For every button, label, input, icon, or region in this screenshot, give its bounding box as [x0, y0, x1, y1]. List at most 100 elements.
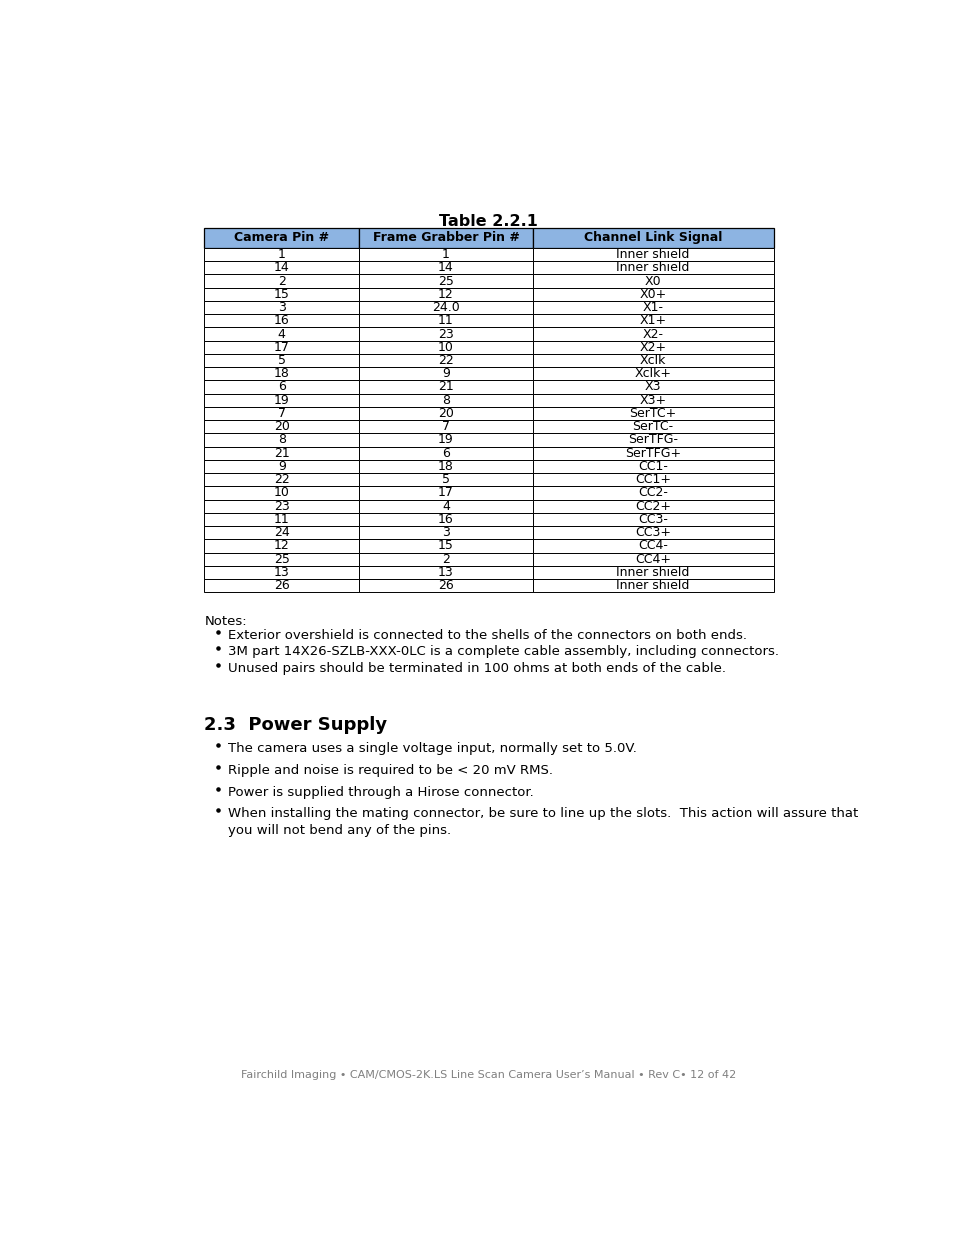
Bar [358, 288, 532, 301]
Bar [532, 566, 773, 579]
Text: 8: 8 [441, 394, 450, 406]
Text: 20: 20 [274, 420, 290, 433]
Bar [358, 447, 532, 459]
Text: 5: 5 [277, 354, 285, 367]
Bar [204, 394, 358, 406]
Text: Ripple and noise is required to be < 20 mV RMS.: Ripple and noise is required to be < 20 … [227, 764, 552, 777]
Bar [358, 513, 532, 526]
Bar [358, 526, 532, 540]
Bar [532, 367, 773, 380]
Bar [532, 394, 773, 406]
Bar [358, 327, 532, 341]
Bar [532, 499, 773, 513]
Text: Unused pairs should be terminated in 100 ohms at both ends of the cable.: Unused pairs should be terminated in 100… [227, 662, 725, 674]
Bar [358, 406, 532, 420]
Bar [204, 354, 358, 367]
Text: X1-: X1- [642, 301, 663, 314]
Text: 15: 15 [437, 540, 454, 552]
Bar [358, 341, 532, 354]
Text: X2-: X2- [642, 327, 663, 341]
Text: 26: 26 [274, 579, 290, 592]
Bar [204, 227, 358, 248]
Text: 1: 1 [441, 248, 450, 261]
Bar [532, 248, 773, 261]
Text: 21: 21 [437, 380, 454, 394]
Bar [532, 526, 773, 540]
Text: X3: X3 [644, 380, 660, 394]
Bar [358, 261, 532, 274]
Text: 6: 6 [441, 447, 450, 459]
Text: Notes:: Notes: [204, 615, 247, 629]
Text: Inner shield: Inner shield [616, 579, 689, 592]
Text: Inner shield: Inner shield [616, 248, 689, 261]
Text: 11: 11 [274, 513, 290, 526]
Text: 9: 9 [441, 367, 450, 380]
Bar [532, 459, 773, 473]
Bar [532, 420, 773, 433]
Bar [358, 420, 532, 433]
Bar [532, 579, 773, 593]
Bar [358, 459, 532, 473]
Bar [532, 513, 773, 526]
Text: X1+: X1+ [639, 314, 666, 327]
Bar [204, 579, 358, 593]
Bar [204, 261, 358, 274]
Bar [204, 526, 358, 540]
Text: 23: 23 [437, 327, 454, 341]
Bar [532, 473, 773, 487]
Text: 25: 25 [274, 552, 290, 566]
Bar [204, 513, 358, 526]
Bar [358, 227, 532, 248]
Text: X2+: X2+ [639, 341, 666, 353]
Bar [204, 552, 358, 566]
Bar [532, 288, 773, 301]
Text: 7: 7 [277, 408, 285, 420]
Bar [532, 380, 773, 394]
Text: When installing the mating connector, be sure to line up the slots.  This action: When installing the mating connector, be… [227, 808, 857, 837]
Bar [532, 314, 773, 327]
Bar [358, 274, 532, 288]
Bar [204, 380, 358, 394]
Bar [358, 394, 532, 406]
Bar [532, 301, 773, 314]
Bar [204, 447, 358, 459]
Text: 16: 16 [274, 314, 290, 327]
Text: X0+: X0+ [639, 288, 666, 301]
Bar [532, 406, 773, 420]
Bar [204, 499, 358, 513]
Text: 20: 20 [437, 408, 454, 420]
Text: Inner shield: Inner shield [616, 262, 689, 274]
Text: 17: 17 [437, 487, 454, 499]
Text: 10: 10 [437, 341, 454, 353]
Bar [358, 367, 532, 380]
Bar [358, 540, 532, 552]
Bar [358, 354, 532, 367]
Text: 12: 12 [274, 540, 290, 552]
Text: 5: 5 [441, 473, 450, 487]
Text: 26: 26 [437, 579, 454, 592]
Bar [358, 473, 532, 487]
Text: CC1-: CC1- [638, 459, 667, 473]
Bar [204, 367, 358, 380]
Bar [532, 447, 773, 459]
Bar [204, 341, 358, 354]
Bar [204, 288, 358, 301]
Text: SerTFG+: SerTFG+ [624, 447, 680, 459]
Bar [532, 341, 773, 354]
Bar [204, 487, 358, 499]
Bar [532, 540, 773, 552]
Text: 1: 1 [277, 248, 285, 261]
Text: 2: 2 [441, 552, 450, 566]
Text: 4: 4 [277, 327, 285, 341]
Text: 3M part 14X26-SZLB-XXX-0LC is a complete cable assembly, including connectors.: 3M part 14X26-SZLB-XXX-0LC is a complete… [227, 646, 778, 658]
Text: 10: 10 [274, 487, 290, 499]
Bar [532, 487, 773, 499]
Bar [204, 327, 358, 341]
Text: Exterior overshield is connected to the shells of the connectors on both ends.: Exterior overshield is connected to the … [227, 629, 746, 642]
Text: Camera Pin #: Camera Pin # [233, 231, 329, 245]
Text: Frame Grabber Pin #: Frame Grabber Pin # [372, 231, 518, 245]
Text: Fairchild Imaging • CAM/CMOS-2K.LS Line Scan Camera User’s Manual • Rev C• 12 of: Fairchild Imaging • CAM/CMOS-2K.LS Line … [241, 1070, 736, 1079]
Text: CC3-: CC3- [638, 513, 667, 526]
Text: 23: 23 [274, 500, 290, 513]
Text: The camera uses a single voltage input, normally set to 5.0V.: The camera uses a single voltage input, … [227, 742, 636, 756]
